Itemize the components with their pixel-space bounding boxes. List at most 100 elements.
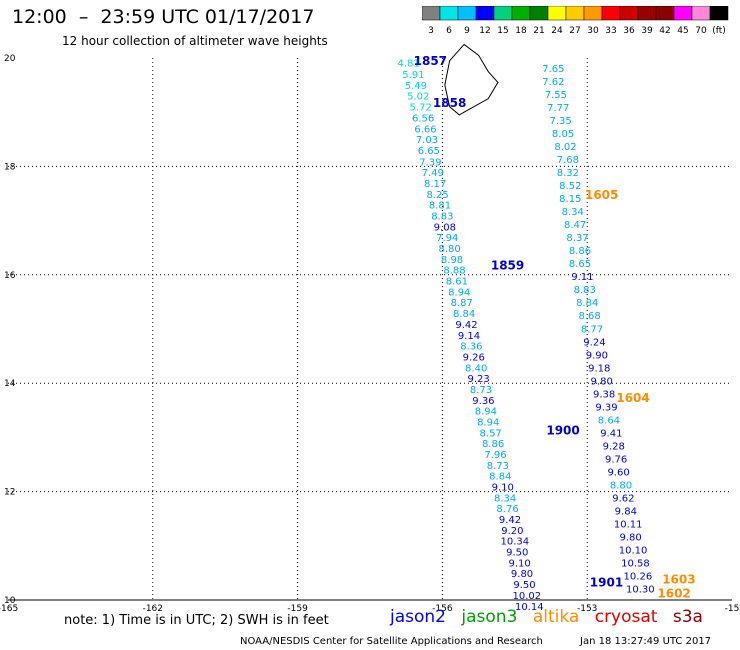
swh-point-label: 9.23 bbox=[467, 374, 489, 385]
swh-point-label: 7.55 bbox=[545, 90, 567, 101]
colorbar-swatch bbox=[709, 6, 729, 21]
x-tick-label: -156 bbox=[432, 604, 453, 614]
colorbar-label: 24 bbox=[551, 26, 563, 36]
swh-point-label: 8.86 bbox=[482, 439, 504, 450]
colorbar-label: 18 bbox=[515, 26, 527, 36]
swh-point-label: 6.66 bbox=[414, 124, 436, 135]
pass-time-label: 1603 bbox=[662, 573, 695, 587]
colorbar-label: 6 bbox=[446, 26, 452, 36]
swh-point-label: 8.37 bbox=[566, 233, 588, 244]
swh-point-label: 8.34 bbox=[562, 207, 584, 218]
swh-point-label: 4.81 bbox=[397, 59, 419, 70]
colorbar-label: 70 bbox=[695, 26, 707, 36]
y-tick-label: 12 bbox=[4, 488, 15, 498]
x-tick-label: -165 bbox=[0, 604, 18, 614]
swh-point-label: 9.10 bbox=[508, 558, 530, 569]
swh-point-label: 9.62 bbox=[612, 493, 634, 504]
x-tick-label: -162 bbox=[143, 604, 163, 614]
legend-s3a: s3a bbox=[672, 607, 703, 627]
swh-point-label: 8.84 bbox=[489, 472, 511, 483]
swh-point-label: 7.39 bbox=[419, 157, 441, 168]
swh-point-label: 9.42 bbox=[499, 515, 521, 526]
y-tick-label: 16 bbox=[4, 271, 16, 281]
swh-point-label: 9.28 bbox=[603, 441, 625, 452]
swh-point-label: 9.38 bbox=[593, 389, 615, 400]
swh-point-label: 10.26 bbox=[624, 571, 653, 582]
swh-point-label: 8.73 bbox=[470, 385, 492, 396]
swh-point-label: 9.76 bbox=[605, 454, 627, 465]
swh-point-label: 8.94 bbox=[477, 417, 499, 428]
colorbar-label: 33 bbox=[605, 26, 616, 36]
colorbar-label: 42 bbox=[659, 26, 670, 36]
colorbar-label: 39 bbox=[641, 26, 653, 36]
x-tick-label: -159 bbox=[287, 604, 308, 614]
satellite-legend: jason2 jason3 altika cryosat s3a bbox=[390, 607, 713, 627]
colorbar-label: 27 bbox=[569, 26, 580, 36]
swh-point-label: 9.39 bbox=[595, 402, 617, 413]
swh-point-label: 7.96 bbox=[484, 450, 506, 461]
swh-point-label: 9.08 bbox=[434, 222, 456, 233]
swh-point-label: 8.73 bbox=[487, 461, 509, 472]
chart-title: 12:00 – 23:59 UTC 01/17/2017 bbox=[12, 6, 315, 28]
pass-time-label: 1901 bbox=[590, 575, 623, 589]
island-outline bbox=[444, 43, 499, 116]
swh-point-label: 8.36 bbox=[460, 342, 482, 353]
swh-point-label: 8.77 bbox=[581, 324, 603, 335]
swh-point-label: 8.88 bbox=[443, 266, 465, 277]
swh-point-label: 9.41 bbox=[600, 428, 622, 439]
legend-jason2: jason2 bbox=[390, 607, 446, 627]
swh-point-label: 8.64 bbox=[598, 415, 620, 426]
swh-point-label: 8.52 bbox=[559, 181, 581, 192]
legend-altika: altika bbox=[532, 607, 580, 627]
swh-point-label: 9.84 bbox=[615, 506, 637, 517]
pass-time-label: 1857 bbox=[414, 54, 447, 68]
swh-point-label: 9.42 bbox=[455, 320, 477, 331]
x-tick-label: -153 bbox=[577, 604, 597, 614]
swh-point-label: 10.34 bbox=[500, 537, 529, 548]
swh-point-label: 8.83 bbox=[431, 212, 453, 223]
chart-subtitle: 12 hour collection of altimeter wave hei… bbox=[62, 34, 328, 48]
swh-point-label: 9.80 bbox=[511, 569, 533, 580]
units-note: note: 1) Time is in UTC; 2) SWH is in fe… bbox=[64, 613, 329, 628]
swh-point-label: 10.30 bbox=[626, 584, 655, 595]
swh-point-label: 5.02 bbox=[407, 92, 429, 103]
swh-point-label: 8.80 bbox=[439, 244, 461, 255]
swh-point-label: 9.14 bbox=[458, 331, 480, 342]
swh-point-label: 10.02 bbox=[513, 591, 542, 602]
swh-point-label: 8.68 bbox=[578, 311, 600, 322]
swh-point-label: 8.76 bbox=[496, 504, 518, 515]
swh-point-label: 9.18 bbox=[588, 363, 610, 374]
swh-point-label: 9.50 bbox=[513, 580, 535, 591]
swh-point-label: 8.87 bbox=[451, 298, 473, 309]
colorbar-label: 36 bbox=[623, 26, 635, 36]
swh-point-label: 8.25 bbox=[426, 190, 448, 201]
swh-point-label: 8.94 bbox=[448, 287, 470, 298]
swh-point-label: 8.84 bbox=[576, 298, 598, 309]
swh-point-label: 9.36 bbox=[472, 396, 494, 407]
pass-time-label: 1604 bbox=[616, 391, 649, 405]
pass-time-label: 1858 bbox=[433, 96, 466, 110]
colorbar-label: (ft) bbox=[712, 26, 726, 36]
swh-point-label: 9.24 bbox=[583, 337, 605, 348]
swh-point-label: 8.83 bbox=[574, 285, 596, 296]
pass-time-label: 1602 bbox=[657, 586, 690, 600]
swh-point-label: 8.40 bbox=[465, 363, 487, 374]
colorbar-label: 12 bbox=[479, 26, 490, 36]
swh-point-label: 9.80 bbox=[620, 532, 642, 543]
swh-point-label: 10.58 bbox=[621, 558, 650, 569]
y-tick-label: 20 bbox=[4, 54, 16, 64]
swh-point-label: 9.11 bbox=[571, 272, 593, 283]
y-tick-label: 18 bbox=[4, 162, 16, 172]
swh-point-label: 9.10 bbox=[492, 483, 514, 494]
swh-point-label: 7.94 bbox=[436, 233, 458, 244]
colorbar-label: 15 bbox=[497, 26, 508, 36]
credit-line: NOAA/NESDIS Center for Satellite Applica… bbox=[240, 636, 543, 647]
swh-point-label: 8.17 bbox=[424, 179, 446, 190]
swh-point-label: 8.05 bbox=[552, 129, 574, 140]
pass-time-label: 1859 bbox=[491, 258, 524, 272]
swh-point-label: 8.02 bbox=[554, 142, 576, 153]
swh-point-label: 7.62 bbox=[542, 77, 564, 88]
swh-point-label: 8.47 bbox=[564, 220, 586, 231]
colorbar-label: 9 bbox=[464, 26, 470, 36]
